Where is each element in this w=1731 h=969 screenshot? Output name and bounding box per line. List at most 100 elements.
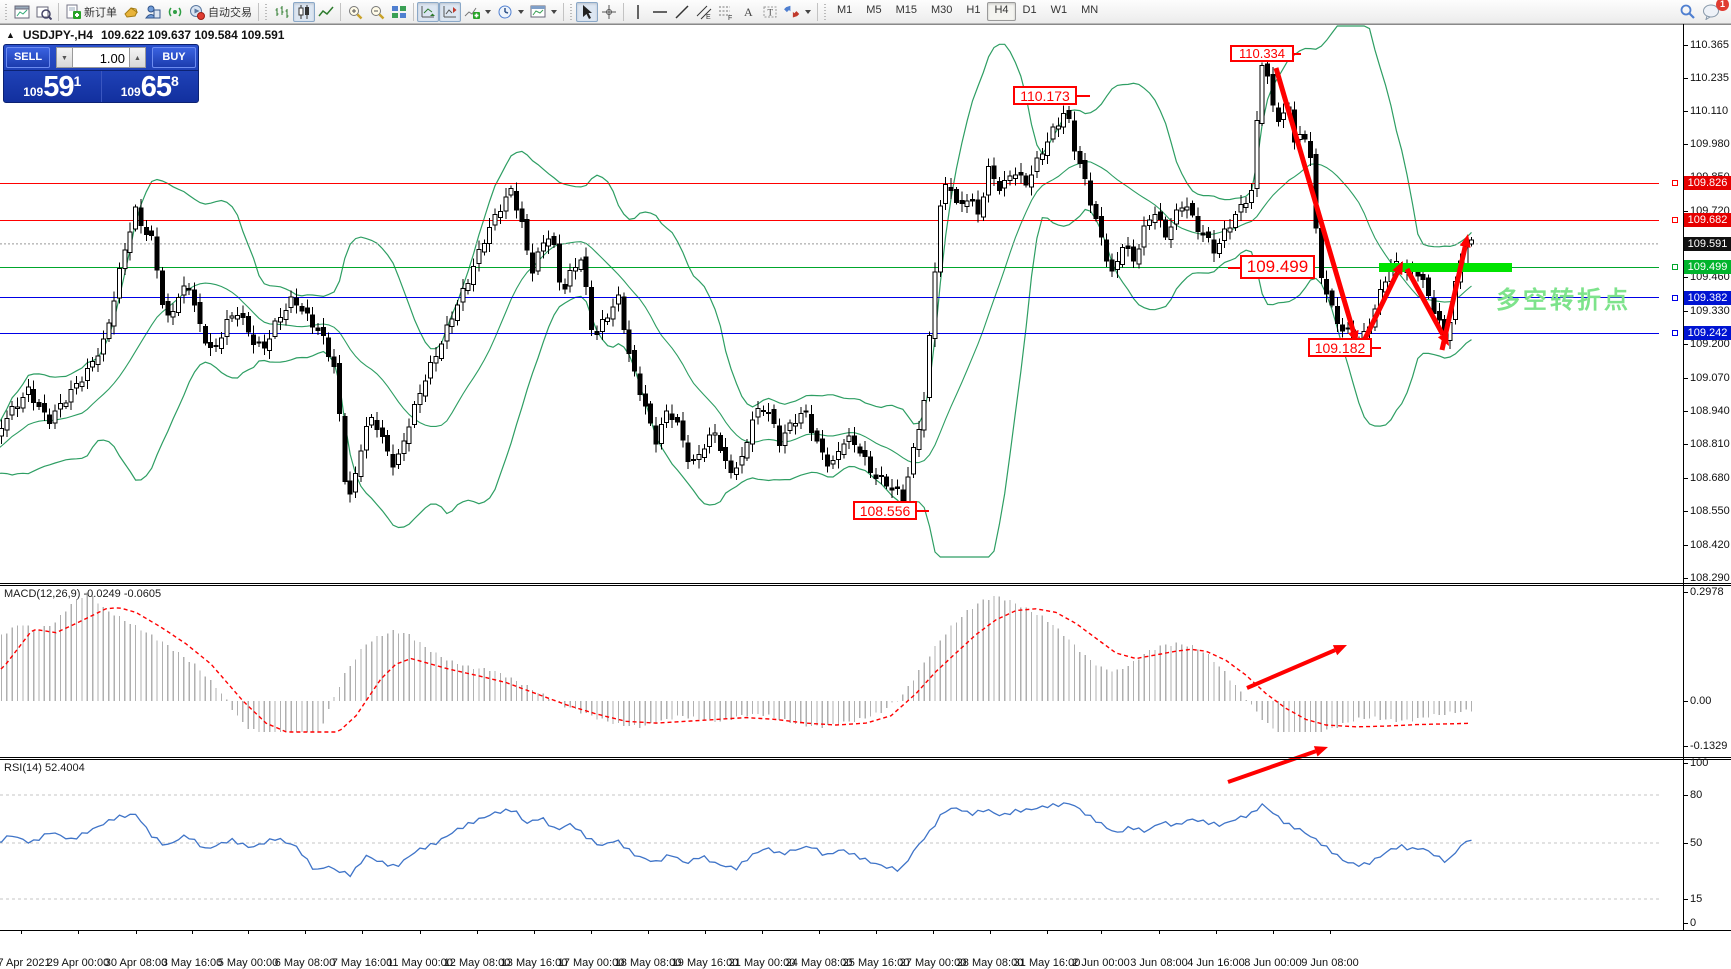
zoom-in-button[interactable]	[344, 2, 366, 22]
timeframe-button-m5[interactable]: M5	[866, 4, 882, 16]
horizontal-line-tool-button[interactable]	[649, 2, 671, 22]
toolbar-drag-handle[interactable]	[569, 3, 574, 20]
price-axis-line	[1683, 24, 1684, 930]
auto-scroll-button[interactable]	[417, 1, 439, 22]
tile-windows-button[interactable]	[388, 2, 410, 22]
support-zone-bar[interactable]	[1379, 263, 1512, 272]
buy-price-pips: 65	[140, 71, 172, 103]
trade-panel-toggle[interactable]: ▲	[6, 30, 15, 40]
time-axis-tick	[819, 930, 820, 934]
rsi-axis-tick	[1683, 763, 1688, 764]
crosshair-icon	[602, 4, 616, 19]
bollinger-bands	[0, 25, 1472, 558]
line-drag-handle[interactable]	[1672, 264, 1678, 271]
price-annotation[interactable]: 109.499	[1240, 255, 1315, 279]
periods-button[interactable]	[494, 2, 527, 22]
timeframe-button-w1[interactable]: W1	[1050, 4, 1068, 16]
main-macd-separator-2[interactable]	[0, 585, 1731, 586]
line-drag-handle[interactable]	[1672, 217, 1678, 224]
candle-chart-mode-button[interactable]	[293, 1, 315, 22]
signals-button[interactable]	[164, 2, 186, 22]
crosshair-tool-button[interactable]	[598, 2, 620, 22]
toolbar-separator	[340, 2, 341, 21]
line-drag-handle[interactable]	[1672, 330, 1678, 337]
arrow-objects-icon	[784, 5, 800, 18]
notifications-button[interactable]: 1	[1699, 0, 1729, 22]
profiles-button[interactable]	[33, 2, 55, 22]
sell-button[interactable]: SELL	[6, 47, 50, 68]
buy-price-display[interactable]: 109 65 8	[102, 71, 199, 102]
macd-axis-label: 0.00	[1690, 695, 1712, 707]
timeframe-button-h4[interactable]: H4	[987, 2, 1016, 21]
zoom-out-button[interactable]	[366, 2, 388, 22]
chart-window-button[interactable]	[11, 2, 33, 22]
price-annotation[interactable]: 110.173	[1013, 86, 1077, 105]
indicators-button[interactable]	[461, 2, 494, 22]
timeframe-button-m1[interactable]: M1	[837, 4, 853, 16]
time-axis-tick	[136, 930, 137, 934]
market-watch-button[interactable]	[142, 2, 164, 22]
timeframe-button-m30[interactable]: M30	[930, 4, 953, 16]
timeframe-button-m15[interactable]: M15	[895, 4, 917, 16]
templates-button[interactable]	[527, 2, 560, 22]
fibonacci-tool-button[interactable]: F	[715, 2, 737, 22]
time-axis-label: 2 Jun 00:00	[1072, 957, 1130, 969]
rsi-label: RSI(14) 52.4004	[4, 762, 85, 774]
arrows-tool-button[interactable]	[781, 2, 814, 22]
rsi-levels	[0, 794, 1659, 900]
timeframe-button-mn[interactable]: MN	[1081, 4, 1099, 16]
indicators-dropdown-caret	[485, 9, 491, 14]
time-axis-tick	[305, 930, 306, 934]
chart-shift-button[interactable]	[439, 1, 461, 22]
vertical-line-tool-button[interactable]	[627, 2, 649, 22]
bar-chart-mode-button[interactable]	[271, 2, 293, 22]
text-label-tool-button[interactable]: T	[759, 2, 781, 22]
price-annotation[interactable]: 109.182	[1308, 338, 1372, 357]
line-chart-mode-button[interactable]	[315, 2, 337, 22]
bull-bear-turning-point-label[interactable]: 多空转折点	[1496, 287, 1631, 314]
line-drag-handle[interactable]	[1672, 294, 1678, 301]
time-axis-tick	[21, 930, 22, 934]
line-drag-handle[interactable]	[1672, 180, 1678, 187]
trendline-tool-button[interactable]	[671, 2, 693, 22]
time-axis-tick	[990, 930, 991, 934]
price-axis-tick	[1683, 143, 1688, 145]
toolbar-separator	[413, 2, 414, 21]
timeframe-button-h1[interactable]: H1	[966, 4, 981, 16]
macd-rsi-separator-2[interactable]	[0, 759, 1731, 760]
time-axis-label: 4 Jun 16:00	[1187, 957, 1245, 969]
annotation-connector	[1228, 267, 1240, 269]
cursor-tool-button[interactable]	[576, 1, 598, 22]
chart-window-icon	[14, 5, 30, 18]
price-axis-tick	[1683, 544, 1688, 546]
price-axis-label: 108.550	[1690, 505, 1730, 518]
volume-input[interactable]: 1.00	[73, 47, 129, 68]
time-axis-tick	[705, 930, 706, 934]
one-click-trading-panel: SELL ▼ 1.00 ▲ BUY 109 59 1 109 65 8	[3, 44, 199, 103]
time-axis-tick	[362, 930, 363, 934]
toolbar-drag-handle[interactable]	[264, 3, 269, 20]
timeframe-button-d1[interactable]: D1	[1022, 4, 1037, 16]
price-annotation[interactable]: 108.556	[853, 501, 917, 520]
time-axis-tick	[248, 930, 249, 934]
volume-increase-button[interactable]: ▲	[129, 47, 146, 68]
buy-button[interactable]: BUY	[152, 47, 196, 68]
history-center-button[interactable]	[120, 2, 142, 22]
sell-price-display[interactable]: 109 59 1	[4, 71, 101, 102]
channel-tool-button[interactable]: E	[693, 2, 715, 22]
price-chart-canvas[interactable]	[0, 24, 1731, 949]
search-button[interactable]	[1676, 2, 1699, 22]
time-axis-tick	[1330, 930, 1331, 934]
svg-text:F: F	[728, 15, 732, 20]
new-order-button[interactable]: 新订单	[62, 2, 120, 22]
templates-dropdown-caret	[551, 9, 557, 14]
toolbar-drag-handle[interactable]	[823, 3, 828, 20]
autotrading-button[interactable]: 自动交易	[186, 2, 255, 22]
history-center-icon	[124, 6, 138, 18]
trend-arrows	[1273, 67, 1471, 351]
volume-decrease-button[interactable]: ▼	[56, 47, 73, 68]
text-tool-button[interactable]: A	[737, 2, 759, 22]
toolbar-drag-handle[interactable]	[4, 3, 9, 20]
price-annotation[interactable]: 110.334	[1230, 45, 1294, 62]
horizontal-line-icon	[653, 10, 667, 13]
